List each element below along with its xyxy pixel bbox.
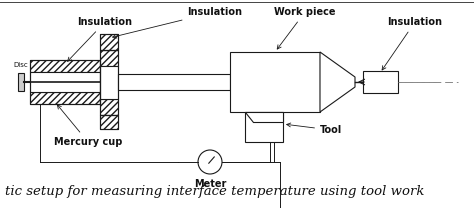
Bar <box>18 73 24 91</box>
Bar <box>230 52 320 112</box>
Text: Meter: Meter <box>194 179 226 189</box>
Bar <box>100 99 118 115</box>
Text: Insulation: Insulation <box>382 17 443 70</box>
Bar <box>30 60 100 72</box>
Text: tic setup for measuring interface temperature using tool work: tic setup for measuring interface temper… <box>5 185 424 198</box>
Bar <box>30 92 100 104</box>
Text: Work piece: Work piece <box>274 7 336 49</box>
Text: Disc: Disc <box>14 62 28 68</box>
Bar <box>245 112 283 142</box>
Text: Mercury cup: Mercury cup <box>54 105 122 147</box>
Bar <box>100 115 118 129</box>
Bar <box>100 50 118 115</box>
Bar <box>100 50 118 66</box>
Bar <box>30 60 100 104</box>
Bar <box>30 72 100 92</box>
Bar <box>363 71 398 93</box>
Text: Insulation: Insulation <box>113 7 243 38</box>
Bar <box>100 115 118 129</box>
Polygon shape <box>245 112 283 122</box>
Bar <box>100 66 118 99</box>
Bar <box>100 34 118 50</box>
Text: Insulation: Insulation <box>68 17 133 61</box>
Text: Tool: Tool <box>287 123 342 135</box>
Bar <box>100 34 118 50</box>
Polygon shape <box>320 52 355 112</box>
Bar <box>118 74 230 90</box>
